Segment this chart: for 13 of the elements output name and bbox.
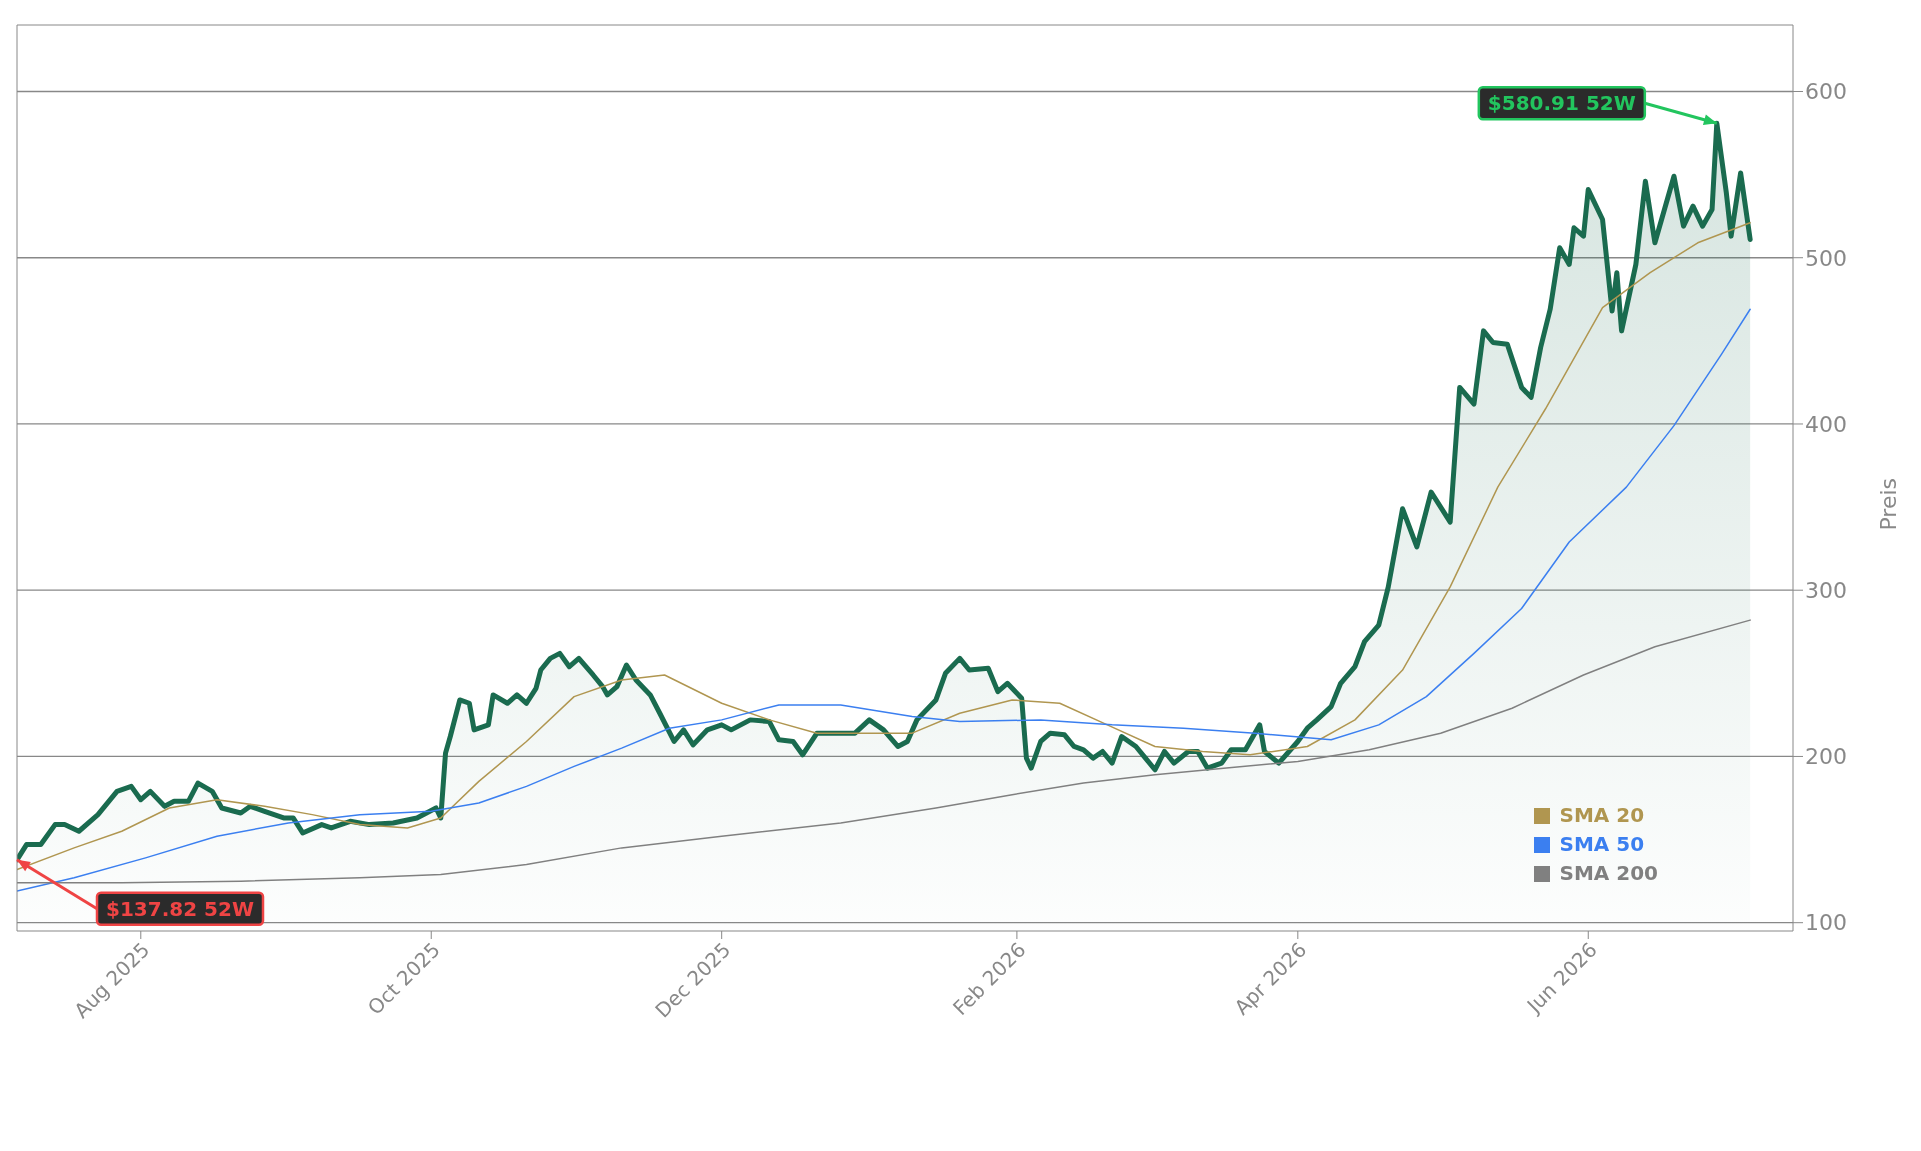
y-tick-label: 500 xyxy=(1805,245,1847,271)
annotation: $580.91 52W xyxy=(1487,91,1636,116)
legend-label: SMA 20 xyxy=(1559,802,1645,829)
y-tick-label: 400 xyxy=(1805,411,1847,437)
y-tick-label: 300 xyxy=(1805,578,1847,604)
y-tick-label: 200 xyxy=(1805,744,1847,770)
y-axis-title: Preis xyxy=(1875,478,1901,531)
legend-label: SMA 50 xyxy=(1559,831,1645,858)
legend-label: SMA 200 xyxy=(1559,860,1658,887)
line-series xyxy=(17,308,1751,892)
y-tick-label: 600 xyxy=(1805,79,1847,105)
annotation: $137.82 52W xyxy=(106,896,254,921)
y-tick-label: 100 xyxy=(1805,910,1847,936)
